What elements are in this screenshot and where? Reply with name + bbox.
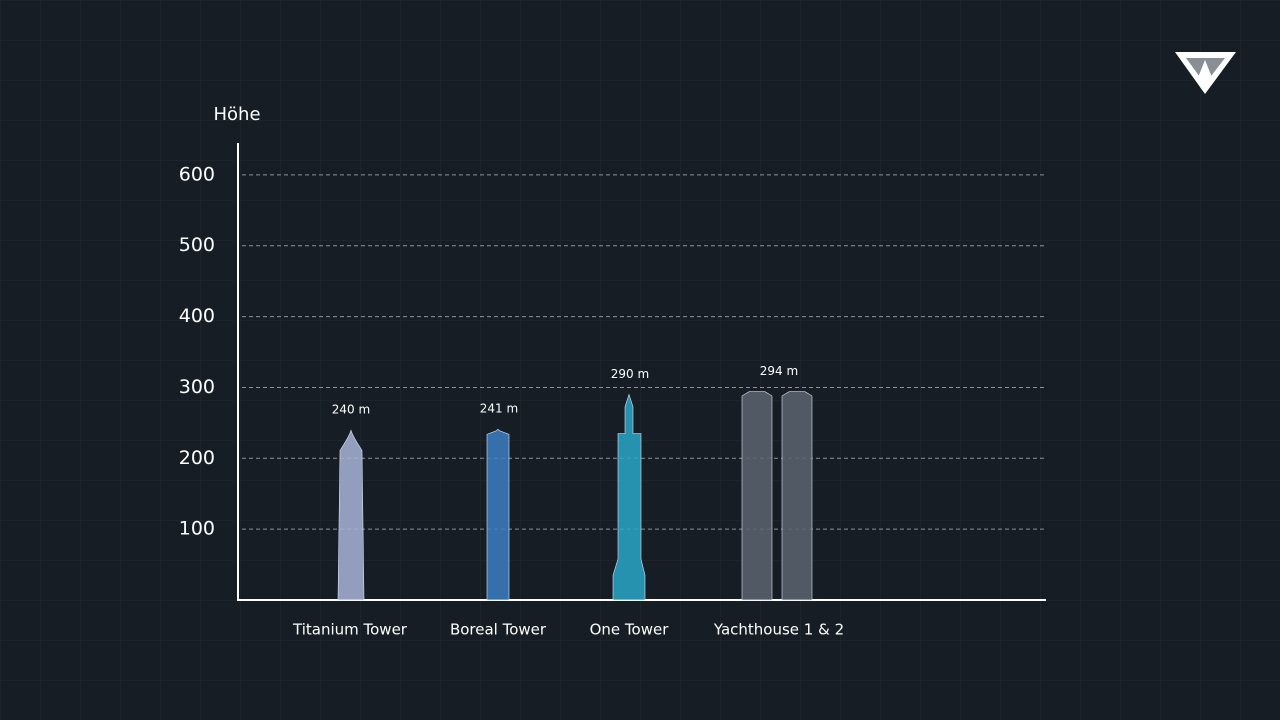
- building-bar: [741, 391, 813, 601]
- x-tick-label: Boreal Tower: [450, 621, 547, 639]
- value-label: 241 m: [480, 402, 518, 416]
- x-tick-label: Titanium Tower: [292, 621, 408, 639]
- y-axis-title: Höhe: [213, 104, 260, 125]
- y-tick-label: 500: [179, 234, 215, 256]
- value-label: 290 m: [611, 367, 649, 381]
- building-bar: [486, 428, 510, 601]
- y-tick-label: 600: [179, 163, 215, 185]
- logo: [1175, 52, 1236, 94]
- y-tick-label: 200: [179, 447, 215, 469]
- value-label: 294 m: [760, 364, 798, 378]
- y-tick-label: 300: [179, 376, 215, 398]
- x-tick-label: Yachthouse 1 & 2: [713, 621, 844, 639]
- building-bar: [612, 393, 646, 601]
- building-bar: [337, 429, 365, 601]
- x-tick-label: One Tower: [590, 621, 670, 639]
- value-label: 240 m: [332, 402, 370, 416]
- y-tick-label: 100: [179, 518, 215, 540]
- y-tick-label: 400: [179, 305, 215, 327]
